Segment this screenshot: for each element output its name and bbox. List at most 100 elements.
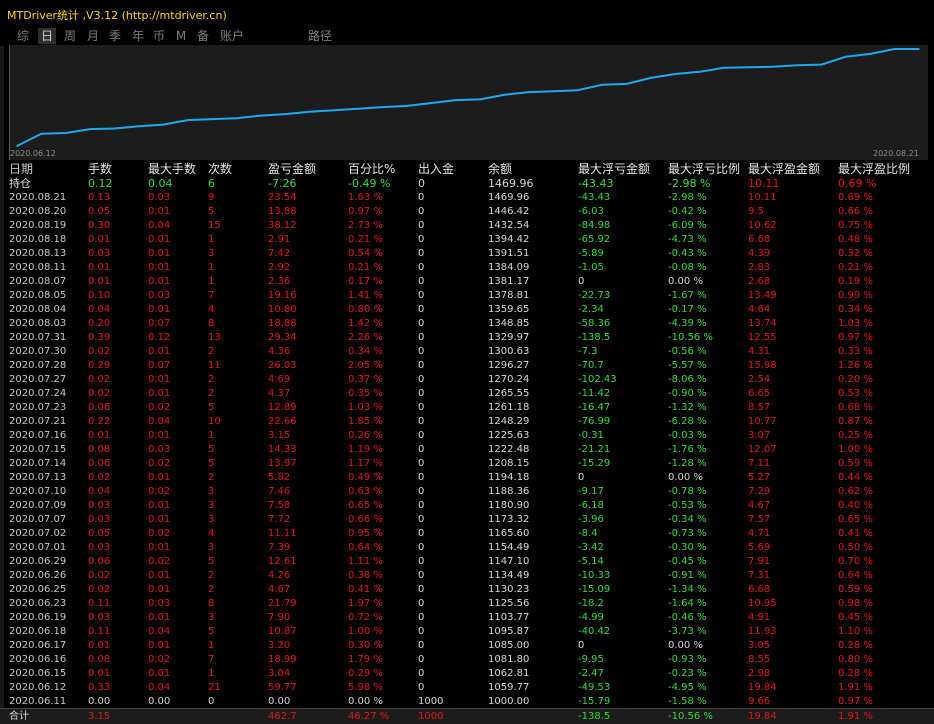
tab-quarter[interactable]: 季 [108,29,121,43]
column-header-max-float-loss[interactable]: 最大浮亏金额 [578,162,651,176]
cell-max-float-profit: 8.57 [748,402,771,413]
table-row[interactable]: 2020.06.17 0.01 0.01 1 3.20 0.30 % 0 1085.00 0 0.… [9,639,934,653]
table-row[interactable]: 2020.08.03 0.20 0.07 8 18.88 1.42 % 0 1348.85 -5… [9,317,934,331]
cell-max-float-profit: 10.62 [748,220,777,231]
table-row[interactable]: 2020.08.20 0.05 0.01 5 13.88 0.97 % 0 1446.42 -6… [9,205,934,219]
table-row[interactable]: 2020.07.14 0.06 0.02 5 13.97 1.17 % 0 1208.15 -1… [9,457,934,471]
table-row[interactable]: 2020.07.23 0.06 0.02 5 12.89 1.03 % 0 1261.18 -1… [9,401,934,415]
cell-deposit: 0 [418,290,425,301]
table-row[interactable]: 2020.08.04 0.04 0.01 4 10.80 0.80 % 0 1359.65 -2… [9,303,934,317]
table-row[interactable]: 2020.07.09 0.03 0.01 3 7.58 0.65 % 0 1180.90 -6.… [9,499,934,513]
table-row[interactable]: 2020.07.21 0.22 0.04 10 22.66 1.85 % 0 1248.29 -… [9,415,934,429]
column-header-max-float-loss-pct[interactable]: 最大浮亏比例 [668,162,741,176]
cell-lots: 0.03 [88,500,111,511]
cell-max-float-loss-pct: -0.53 % [668,500,707,511]
table-row[interactable]: 2020.08.13 0.03 0.01 3 7.42 0.54 % 0 1391.51 -5.… [9,247,934,261]
tab-day[interactable]: 日 [38,28,56,44]
cell-max-float-profit-pct: 1.00 % [838,444,873,455]
table-row[interactable]: 2020.06.11 0.00 0.00 0 0.00 0.00 % 1000 1000.00… [9,695,934,709]
cell-max-float-profit-pct: 0.98 % [838,598,873,609]
table-row[interactable]: 2020.08.19 0.30 0.04 15 38.12 2.73 % 0 1432.54 -… [9,219,934,233]
cell-max-lots: 0.04 [148,177,173,190]
column-header-percent[interactable]: 百分比% [348,162,396,176]
table-row[interactable]: 2020.07.27 0.02 0.01 2 4.69 0.37 % 0 1270.24 -10… [9,373,934,387]
cell-max-float-profit: 5.27 [748,472,771,483]
column-header-date[interactable]: 日期 [9,162,34,176]
cell-balance: 1300.63 [488,346,530,357]
table-row[interactable]: 2020.06.29 0.06 0.02 5 12.61 1.11 % 0 1147.10 -5… [9,555,934,569]
cell-pnl: 18.88 [268,318,297,329]
table-row[interactable]: 2020.06.19 0.03 0.01 3 7.90 0.72 % 0 1103.77 -4.… [9,611,934,625]
tab-magic[interactable]: M [175,29,187,43]
total-max-float-profit-pct: 1.91 % [838,711,873,722]
table-row[interactable]: 2020.07.10 0.04 0.02 3 7.46 0.63 % 0 1188.36 -9.… [9,485,934,499]
column-header-max-float-profit-pct[interactable]: 最大浮盈比例 [838,162,911,176]
column-header-lots[interactable]: 手数 [88,162,113,176]
cell-max-float-profit-pct: 0.20 % [838,374,873,385]
table-row[interactable]: 2020.07.31 0.39 0.12 13 29.34 2.26 % 0 1329.97 -… [9,331,934,345]
cell-trades: 6 [208,177,215,190]
column-header-pnl[interactable]: 盈亏金额 [268,162,317,176]
balance-point [406,105,408,107]
table-row[interactable]: 2020.07.28 0.29 0.07 11 26.03 2.05 % 0 1296.27 -… [9,359,934,373]
column-header-balance[interactable]: 余额 [488,162,513,176]
column-header-max-float-profit[interactable]: 最大浮盈金额 [748,162,821,176]
column-header-max-lots[interactable]: 最大手数 [148,162,197,176]
tab-week[interactable]: 周 [63,29,76,43]
table-row[interactable]: 2020.08.11 0.01 0.01 1 2.92 0.21 % 0 1384.09 -1.… [9,261,934,275]
cell-date: 2020.07.02 [9,528,67,539]
cell-max-float-profit: 13.74 [748,318,777,329]
column-header-trades[interactable]: 次数 [208,162,233,176]
cell-max-float-profit: 19.84 [748,682,777,693]
cell-lots: 0.02 [88,570,111,581]
balance-point [625,83,628,85]
column-header-deposit[interactable]: 出入金 [418,162,455,176]
table-row[interactable]: 2020.06.23 0.11 0.03 8 21.79 1.97 % 0 1125.56 -1… [9,597,934,611]
tab-year[interactable]: 年 [131,29,144,43]
table-row[interactable]: 2020.07.16 0.01 0.01 1 3.15 0.26 % 0 1225.63 -0.… [9,429,934,443]
table-row[interactable]: 2020.06.26 0.02 0.01 2 4.26 0.38 % 0 1134.49 -10… [9,569,934,583]
cell-date: 2020.08.18 [9,234,67,245]
table-row[interactable]: 2020.07.13 0.02 0.01 2 5.82 0.49 % 0 1194.18 0 0.… [9,471,934,485]
table-row[interactable]: 2020.06.15 0.01 0.01 1 3.04 0.29 % 0 1062.81 -2.… [9,667,934,681]
table-row[interactable]: 2020.06.18 0.11 0.04 5 10.87 1.00 % 0 1095.87 -4… [9,625,934,639]
cell-max-float-profit-pct: 0.40 % [838,500,873,511]
cell-max-float-profit: 6.65 [748,388,771,399]
tab-summary[interactable]: 综 [16,29,29,43]
table-row[interactable]: 2020.07.01 0.03 0.01 3 7.39 0.64 % 0 1154.49 -3.… [9,541,934,555]
cell-max-lots: 0.01 [148,612,171,623]
table-row[interactable]: 2020.06.16 0.08 0.02 7 18.99 1.79 % 0 1081.80 -9… [9,653,934,667]
table-row[interactable]: 2020.07.30 0.02 0.01 2 4.36 0.34 % 0 1300.63 -7.… [9,345,934,359]
cell-max-float-loss-pct: 0.00 % [668,472,703,483]
table-row[interactable]: 2020.06.12 0.33 0.04 21 59.77 5.98 % 0 1059.77 -… [9,681,934,695]
table-row[interactable]: 2020.07.07 0.03 0.01 3 7.72 0.66 % 0 1173.32 -3.… [9,513,934,527]
cell-deposit: 0 [418,626,425,637]
cell-max-float-profit-pct: 0.48 % [838,234,873,245]
cell-max-float-loss-pct: -6.28 % [668,416,707,427]
table-row[interactable]: 2020.07.02 0.05 0.02 4 11.11 0.95 % 0 1165.60 -8… [9,527,934,541]
holding-row[interactable]: 持仓 0.12 0.04 6 -7.26 -0.49 % 0 1469.96 -43.43 -2.… [9,177,934,191]
table-row[interactable]: 2020.08.07 0.01 0.01 1 2.36 0.17 % 0 1381.17 0 0.… [9,275,934,289]
cell-deposit: 0 [418,430,425,441]
tab-note[interactable]: 备 [196,29,209,43]
cell-balance: 1381.17 [488,276,530,287]
table-row[interactable]: 2020.08.18 0.01 0.01 1 2.91 0.21 % 0 1394.42 -65… [9,233,934,247]
tab-currency[interactable]: 币 [152,29,165,43]
table-row[interactable]: 2020.06.25 0.02 0.01 2 4.67 0.41 % 0 1130.23 -15… [9,583,934,597]
table-row[interactable]: 2020.08.21 0.13 0.03 9 23.54 1.63 % 0 1469.96 -4… [9,191,934,205]
tab-path[interactable]: 路径 [307,29,332,43]
cell-deposit: 0 [418,584,425,595]
cell-max-float-profit-pct: 0.99 % [838,290,873,301]
tab-month[interactable]: 月 [86,29,99,43]
cell-trades: 7 [208,290,215,301]
cell-date: 2020.07.09 [9,500,67,511]
tab-account[interactable]: 账户 [219,29,244,43]
balance-point [284,113,287,115]
table-row[interactable]: 2020.08.05 0.10 0.03 7 19.16 1.41 % 0 1378.81 -2… [9,289,934,303]
cell-max-float-loss: 0 [578,472,585,483]
cell-percent: 0.21 % [348,234,383,245]
cell-max-float-profit-pct: 0.28 % [838,668,873,679]
table-row[interactable]: 2020.07.24 0.02 0.01 2 4.37 0.35 % 0 1265.55 -11… [9,387,934,401]
table-row[interactable]: 2020.07.15 0.08 0.03 5 14.33 1.19 % 0 1222.48 -2… [9,443,934,457]
cell-balance: 1081.80 [488,654,530,665]
